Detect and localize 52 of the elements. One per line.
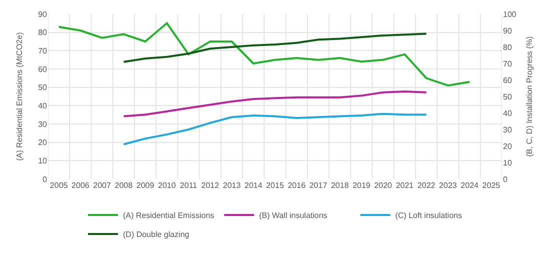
- x-tick-label: 2025: [482, 181, 501, 190]
- x-tick-label: 2009: [136, 181, 155, 190]
- legend-label: (B) Wall insulations: [259, 211, 328, 220]
- y-tick-label: 80: [38, 28, 48, 38]
- y2-tick-label: 40: [503, 108, 512, 118]
- x-tick-label: 2013: [222, 181, 242, 190]
- line-series: [122, 90, 428, 118]
- x-tick-label: 2005: [50, 181, 68, 190]
- x-tick-label: 2011: [180, 181, 198, 190]
- y-tick-label: 0: [42, 174, 48, 184]
- x-tick-label: 2018: [330, 181, 350, 190]
- y-tick-label: 60: [38, 64, 48, 74]
- y2-tick-label: 10: [503, 158, 512, 168]
- y2-tick-label: 80: [503, 42, 512, 52]
- y2-tick-label: 70: [503, 59, 512, 68]
- x-tick-label: 2020: [374, 181, 393, 190]
- x-tick-label: 2007: [93, 181, 112, 190]
- y-tick-label: 30: [38, 120, 48, 129]
- x-tick-label: 2017: [309, 181, 328, 190]
- line-series: [58, 22, 471, 86]
- x-tick-label: 2016: [288, 181, 306, 190]
- y2-tick-label: 50: [503, 92, 512, 102]
- y-tick-label: 40: [38, 101, 48, 110]
- legend-label: (D) Double glazing: [123, 230, 190, 240]
- x-tick-label: 2012: [201, 181, 220, 190]
- x-tick-label: 2022: [417, 181, 436, 190]
- y2-tick-label: 30: [503, 125, 512, 134]
- legend-label: (C) Loft insulations: [395, 211, 462, 220]
- y2-tick-label: 100: [503, 10, 517, 19]
- y2-axis-title: (B, C, D) Installation Progress (%): [525, 36, 534, 157]
- y2-tick-label: 90: [503, 26, 512, 36]
- y-tick-label: 50: [38, 83, 48, 92]
- x-tick-label: 2019: [352, 181, 371, 190]
- x-tick-label: 2008: [114, 181, 134, 190]
- y2-tick-label: 20: [503, 142, 512, 151]
- line-series: [122, 32, 428, 63]
- x-tick-label: 2021: [396, 181, 414, 190]
- x-tick-label: 2014: [244, 181, 263, 190]
- y-tick-label: 10: [38, 156, 48, 166]
- x-tick-label: 2024: [460, 181, 480, 190]
- y-tick-label: 90: [38, 10, 48, 19]
- x-tick-label: 2010: [158, 181, 176, 190]
- y-axis-title: (A) Residential Emissions (MtCO2e): [15, 32, 24, 161]
- y2-tick-label: 60: [503, 76, 512, 85]
- y-tick-label: 20: [38, 138, 48, 148]
- x-tick-label: 2023: [439, 181, 458, 190]
- legend-label: (A) Residential Emissions: [123, 211, 214, 220]
- x-tick-label: 2015: [266, 181, 284, 190]
- y-tick-label: 70: [38, 46, 48, 56]
- y2-tick-label: 0: [503, 174, 508, 184]
- x-tick-label: 2006: [72, 181, 90, 190]
- line-series: [122, 112, 428, 146]
